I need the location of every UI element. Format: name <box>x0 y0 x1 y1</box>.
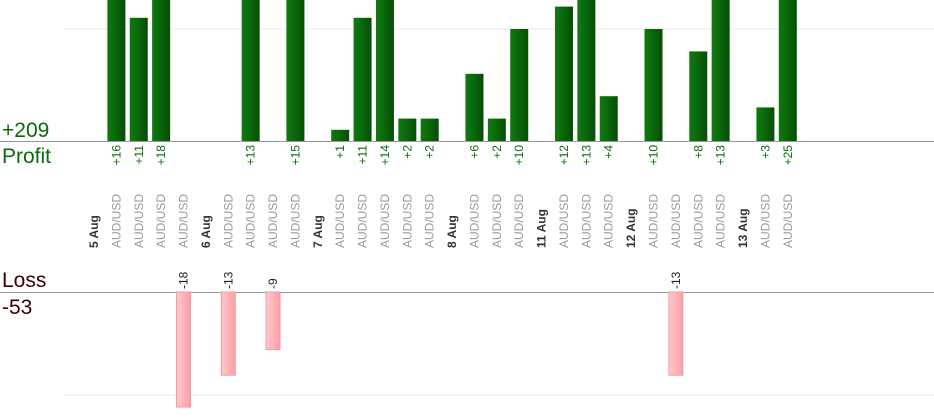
profit-bar <box>420 118 439 141</box>
profit-value-label: +10 <box>512 145 526 166</box>
pair-label: AUD/USD <box>691 194 705 248</box>
pair-label: AUD/USD <box>423 194 437 248</box>
profit-bar <box>778 0 797 141</box>
loss-label: Loss <box>2 269 47 292</box>
profit-bar <box>375 0 394 141</box>
profit-bar <box>152 0 171 141</box>
loss-value-label: -18 <box>177 271 191 289</box>
loss-bar <box>265 291 281 351</box>
pair-label: AUD/USD <box>758 194 772 248</box>
profit-value-label: +2 <box>423 145 437 159</box>
pair-label: AUD/USD <box>356 194 370 248</box>
pair-label: AUD/USD <box>490 194 504 248</box>
profit-value-label: +13 <box>714 145 728 166</box>
pair-label: AUD/USD <box>154 194 168 248</box>
date-label: 6 Aug <box>199 215 213 248</box>
profit-bar <box>241 0 260 141</box>
pair-label: AUD/USD <box>557 194 571 248</box>
profit-value-label: +6 <box>467 145 481 159</box>
profit-bar <box>487 118 506 141</box>
date-label: 7 Aug <box>311 215 325 248</box>
profit-value-label: +8 <box>691 145 705 159</box>
profit-bar <box>756 107 775 141</box>
profit-value-label: +4 <box>602 145 616 159</box>
loss-value-label: -13 <box>221 271 235 289</box>
profit-bar <box>554 6 573 141</box>
date-label: 13 Aug <box>736 208 750 248</box>
pair-label: AUD/USD <box>781 194 795 248</box>
loss-bar <box>176 291 192 408</box>
profit-value-label: +3 <box>758 145 772 159</box>
profit-bar <box>599 96 618 141</box>
loss-value-label: -9 <box>266 278 280 289</box>
loss-bar <box>668 291 684 376</box>
profit-value-label: +25 <box>781 145 795 166</box>
profit-bar <box>107 0 126 141</box>
date-label: 11 Aug <box>535 209 549 248</box>
pair-label: AUD/USD <box>400 194 414 248</box>
profit-value-label: +16 <box>109 145 123 166</box>
pair-label: AUD/USD <box>109 194 123 248</box>
pair-label: AUD/USD <box>512 194 526 248</box>
pair-label: AUD/USD <box>266 194 280 248</box>
pair-label: AUD/USD <box>378 194 392 248</box>
loss-total: -53 <box>2 296 33 319</box>
profit-bar <box>129 17 148 141</box>
pair-label: AUD/USD <box>714 194 728 248</box>
profit-value-label: +14 <box>378 145 392 166</box>
pair-label: AUD/USD <box>467 194 481 248</box>
profit-value-label: +1 <box>333 145 347 159</box>
pair-label: AUD/USD <box>244 194 258 248</box>
pair-label: AUD/USD <box>602 194 616 248</box>
profit-bar <box>644 29 663 141</box>
profit-value-label: +18 <box>154 145 168 166</box>
profit-bar <box>353 17 372 141</box>
profit-value-label: +2 <box>490 145 504 159</box>
profit-total: +209 <box>2 119 50 142</box>
profit-value-label: +2 <box>400 145 414 159</box>
profit-bar <box>689 51 708 141</box>
pair-label: AUD/USD <box>579 194 593 248</box>
profit-bar <box>711 0 730 141</box>
pair-label: AUD/USD <box>288 194 302 248</box>
profit-value-label: +13 <box>244 145 258 166</box>
profit-bar <box>286 0 305 141</box>
pair-label: AUD/USD <box>221 194 235 248</box>
profit-value-label: +11 <box>132 145 146 165</box>
profit-value-label: +15 <box>288 145 302 166</box>
profit-bar <box>465 73 484 141</box>
profit-label: Profit <box>2 145 52 168</box>
date-label: 5 Aug <box>87 215 101 248</box>
date-label: 12 Aug <box>624 208 638 248</box>
profit-value-label: +10 <box>647 145 661 166</box>
date-label: 8 Aug <box>445 215 459 248</box>
profit-bar <box>577 0 596 141</box>
profit-value-label: +11 <box>356 145 370 165</box>
loss-bar <box>220 291 236 376</box>
profit-bar <box>510 29 529 141</box>
pair-label: AUD/USD <box>333 194 347 248</box>
profit-value-label: +12 <box>557 145 571 166</box>
pair-label: AUD/USD <box>669 194 683 248</box>
pair-label: AUD/USD <box>177 194 191 248</box>
loss-value-label: -13 <box>669 271 683 289</box>
profit-bar <box>331 129 350 141</box>
profit-bar <box>398 118 417 141</box>
profit-value-label: +13 <box>579 145 593 166</box>
pair-label: AUD/USD <box>132 194 146 248</box>
pair-label: AUD/USD <box>647 194 661 248</box>
